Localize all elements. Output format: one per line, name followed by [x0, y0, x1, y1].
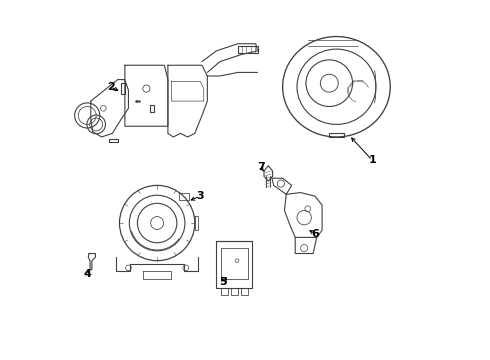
Text: 4: 4 — [84, 269, 92, 279]
Text: 1: 1 — [368, 155, 376, 165]
Text: 3: 3 — [196, 191, 204, 201]
Text: 6: 6 — [311, 229, 319, 239]
Text: 7: 7 — [257, 162, 265, 172]
Text: 2: 2 — [107, 82, 114, 92]
Text: 5: 5 — [220, 277, 227, 287]
